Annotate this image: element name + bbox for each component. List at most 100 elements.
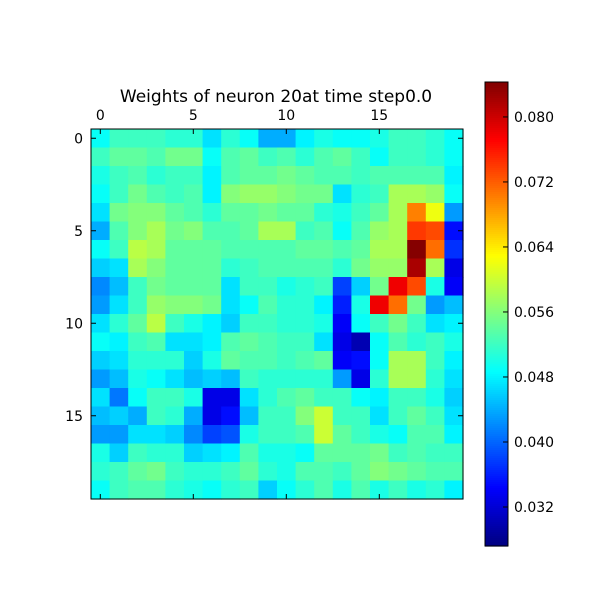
colorbar-segment [485, 140, 508, 143]
colorbar-segment [485, 166, 508, 169]
heatmap-cell [351, 443, 371, 463]
colorbar-segment [485, 336, 508, 339]
heatmap-cell [370, 388, 390, 408]
heatmap-cell [184, 351, 204, 371]
colorbar-segment [485, 238, 508, 241]
heatmap-cell [407, 147, 427, 167]
heatmap-cell [109, 129, 129, 149]
heatmap-cell [221, 406, 241, 426]
heatmap-cell [239, 295, 259, 315]
heatmap-cell [239, 443, 259, 463]
heatmap-cell [295, 425, 315, 445]
colorbar-segment [485, 218, 508, 221]
colorbar-segment [485, 500, 508, 503]
colorbar-segment [485, 458, 508, 461]
heatmap-cell [444, 351, 464, 371]
heatmap-cell [109, 277, 129, 297]
colorbar-segment [485, 278, 508, 281]
heatmap-cell [332, 258, 352, 278]
heatmap-cell [258, 129, 278, 149]
heatmap-cell [407, 221, 427, 241]
heatmap-cell [351, 332, 371, 352]
x-tick-label: 15 [370, 108, 388, 124]
colorbar-segment [485, 358, 508, 361]
heatmap-cell [221, 351, 241, 371]
heatmap-cell [146, 184, 166, 204]
colorbar-segment [485, 228, 508, 231]
colorbar-segment [485, 172, 508, 175]
heatmap-cell [407, 314, 427, 334]
colorbar-segment [485, 352, 508, 355]
colorbar-segment [485, 396, 508, 399]
heatmap-cell [295, 147, 315, 167]
heatmap-cell [388, 203, 408, 223]
colorbar-segment [485, 148, 508, 151]
heatmap-cell [239, 480, 259, 500]
colorbar-segment [485, 382, 508, 385]
colorbar-segment [485, 192, 508, 195]
heatmap-cell [425, 332, 445, 352]
heatmap-cell [258, 277, 278, 297]
colorbar-segment [485, 384, 508, 387]
heatmap-cell [388, 351, 408, 371]
heatmap-cell [109, 203, 129, 223]
heatmap-cell [258, 462, 278, 482]
heatmap-cell [407, 443, 427, 463]
heatmap-cell [165, 203, 185, 223]
heatmap-cell [277, 147, 297, 167]
colorbar-segment [485, 258, 508, 261]
colorbar-segment [485, 330, 508, 333]
heatmap-cell [295, 462, 315, 482]
colorbar-segment [485, 234, 508, 237]
heatmap-cell [128, 147, 148, 167]
heatmap-cell [351, 351, 371, 371]
colorbar-segment [485, 236, 508, 239]
x-tick-label: 10 [277, 108, 295, 124]
heatmap-cell [128, 351, 148, 371]
colorbar-segment [485, 494, 508, 497]
colorbar-segment [485, 478, 508, 481]
heatmap-cell [314, 332, 334, 352]
heatmap-cell [109, 221, 129, 241]
heatmap-cell [202, 388, 222, 408]
colorbar-segment [485, 398, 508, 401]
heatmap-cell [444, 203, 464, 223]
colorbar-segment [485, 98, 508, 101]
colorbar-segment [485, 190, 508, 193]
chart-title: Weights of neuron 20at time step0.0 [120, 87, 432, 107]
colorbar-segment [485, 250, 508, 253]
heatmap-cell [295, 258, 315, 278]
heatmap-cell [109, 258, 129, 278]
heatmap-cell [202, 258, 222, 278]
colorbar-segment [485, 112, 508, 115]
heatmap-cell [146, 258, 166, 278]
heatmap-cell [277, 332, 297, 352]
colorbar-segment [485, 524, 508, 527]
heatmap-cell [407, 166, 427, 186]
heatmap-cell [202, 240, 222, 260]
heatmap-cell [146, 388, 166, 408]
heatmap-cell [128, 295, 148, 315]
heatmap-cell [221, 295, 241, 315]
colorbar-tick-label: 0.072 [514, 175, 554, 191]
heatmap-cell [165, 480, 185, 500]
heatmap-cell [277, 203, 297, 223]
heatmap-cell [425, 462, 445, 482]
colorbar-segment [485, 370, 508, 373]
heatmap-cell [184, 166, 204, 186]
heatmap-cell [109, 443, 129, 463]
heatmap-cell [277, 462, 297, 482]
colorbar-segment [485, 460, 508, 463]
heatmap-cell [425, 240, 445, 260]
heatmap-cell [425, 295, 445, 315]
heatmap-cell [425, 369, 445, 389]
colorbar-segment [485, 144, 508, 147]
heatmap-cell [128, 221, 148, 241]
colorbar-segment [485, 518, 508, 521]
colorbar-segment [485, 308, 508, 311]
heatmap-cell [425, 258, 445, 278]
heatmap-cell [146, 129, 166, 149]
heatmap-cell [128, 203, 148, 223]
colorbar-segment [485, 540, 508, 543]
colorbar-segment [485, 360, 508, 363]
